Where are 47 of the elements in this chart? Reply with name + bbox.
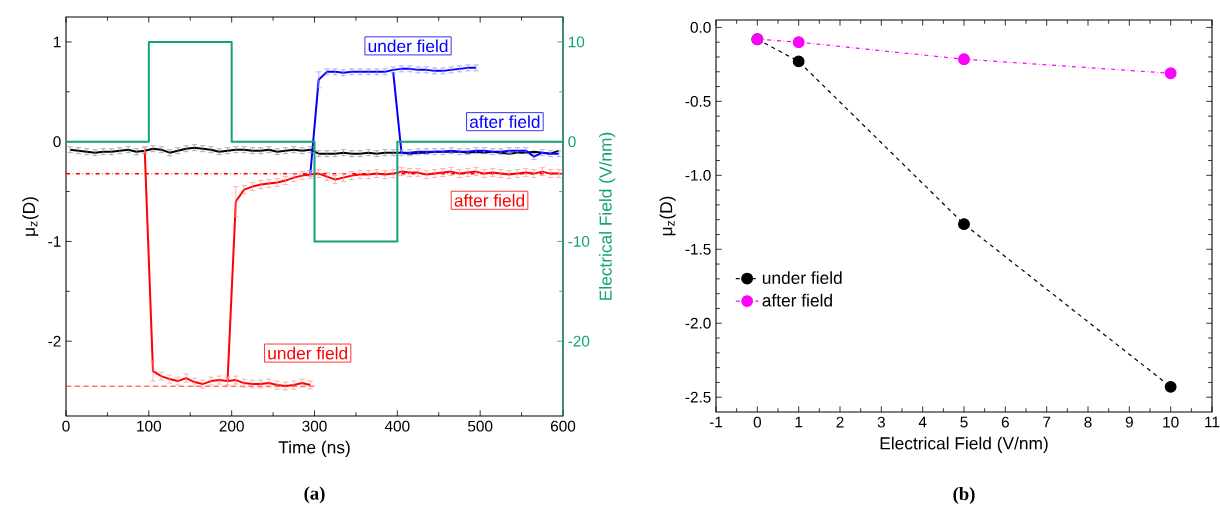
- y-tick-label: -2: [48, 335, 61, 347]
- y-tick-label: -2.0: [685, 317, 711, 329]
- x-tick-label: 7: [1043, 416, 1051, 428]
- x-tick-label: 200: [219, 420, 244, 432]
- x-axis-title: Time (ns): [278, 440, 350, 457]
- x-tick-label: 2: [836, 416, 844, 428]
- x-tick-label: 600: [550, 420, 576, 432]
- series-label: after field: [469, 115, 540, 129]
- y-tick-label: -2.5: [685, 391, 711, 403]
- x-tick-label: 0: [753, 416, 761, 428]
- text: (b): [953, 487, 975, 505]
- y-tick-label: -0.5: [685, 95, 711, 107]
- y-tick-label: 0: [53, 136, 61, 148]
- series-label: under field: [268, 346, 348, 360]
- x-tick-label: 11: [1205, 416, 1220, 428]
- y-tick-label: -1.0: [685, 169, 711, 181]
- y-tick-label: -1: [48, 236, 61, 247]
- x-tick-label: 400: [384, 420, 410, 432]
- y-tick-label: 1: [53, 36, 61, 48]
- x-tick-label: -1: [709, 416, 723, 428]
- y-axis-title: μ$_{z}$(D): [22, 197, 39, 236]
- x-tick-label: 1: [795, 416, 803, 428]
- x-tick-label: 8: [1084, 416, 1092, 428]
- x-axis-title: Electrical Field (V/nm): [880, 436, 1048, 453]
- legend-label: under field: [762, 271, 842, 285]
- x-tick-label: 6: [1001, 416, 1009, 428]
- x-tick-label: 3: [877, 416, 885, 428]
- y2-tick-label: -10: [568, 236, 590, 247]
- x-tick-label: 10: [1163, 416, 1179, 428]
- y-tick-label: -1.5: [685, 243, 711, 255]
- x-tick-label: 4: [918, 416, 927, 428]
- legend-label: after field: [762, 293, 832, 307]
- series-label: after field: [454, 193, 525, 207]
- y-tick-label: 0.0: [690, 21, 711, 33]
- x-tick-label: 9: [1125, 416, 1133, 428]
- series-label: under field: [368, 39, 448, 53]
- x-tick-label: 100: [137, 420, 162, 432]
- y2-axis-title: Electrical Field (V/nm): [599, 132, 616, 300]
- y2-tick-label: 0: [568, 136, 576, 148]
- x-tick-label: 300: [302, 420, 327, 432]
- y-axis-title: μ$_{z}$(D): [659, 196, 676, 236]
- text: (a): [304, 486, 325, 504]
- x-tick-label: 5: [960, 416, 968, 428]
- y2-tick-label: 10: [568, 36, 585, 48]
- x-tick-label: 0: [62, 420, 70, 432]
- x-tick-label: 500: [467, 420, 493, 432]
- y2-tick-label: -20: [568, 335, 590, 347]
